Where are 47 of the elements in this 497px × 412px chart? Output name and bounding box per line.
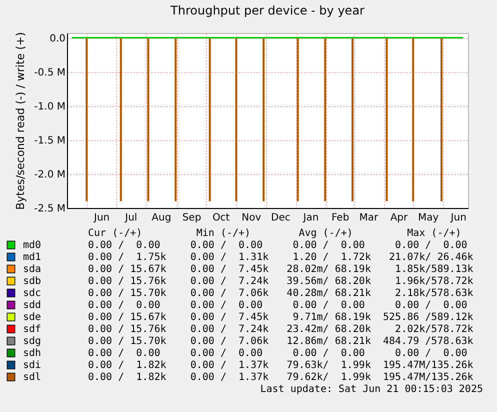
x-tick-label: Oct — [212, 212, 230, 224]
legend-label: sdh — [23, 348, 42, 359]
x-tick-label: Jan — [302, 212, 319, 224]
y-tick-label: -0.5 M — [34, 67, 66, 78]
x-tick-label: Jul — [124, 212, 138, 224]
legend-label: sde — [23, 312, 42, 323]
legend-label: md1 — [23, 252, 42, 263]
text: 0.00 / 1.75k 0.00 / 1.31k 1.20 / 1.72k 21.07k/ 26.46k — [88, 252, 474, 263]
y-tick-label: -1.0 M — [34, 101, 66, 112]
text: Last update: Sat Jun 21 00:15:03 2025 — [260, 384, 483, 395]
y-tick-label: 0.0 — [50, 33, 66, 44]
x-tick-label: Jun — [450, 212, 466, 224]
y-tick-label: -2.0 M — [34, 169, 66, 180]
legend-label: sdf — [23, 324, 42, 335]
legend-label: sdl — [23, 372, 42, 383]
legend-label: sdd — [23, 300, 42, 311]
x-tick-label: Dec — [271, 212, 290, 224]
x-tick-label: Mar — [359, 212, 379, 224]
legend-label: sdg — [23, 336, 42, 347]
x-tick-label: Sep — [182, 212, 202, 224]
y-tick-label: -1.5 M — [34, 135, 66, 146]
text: 0.00 / 15.67k 0.00 / 7.45k 28.02m/ 68.19k 1.85k/589.13k — [88, 264, 474, 275]
text: 0.00 / 0.00 0.00 / 0.00 0.00 / 0.00 0.00 / 0.00 — [88, 240, 468, 251]
text: 0.00 / 1.82k 0.00 / 1.37k 79.63k/ 1.99k 195.47M/135.26k — [88, 360, 474, 371]
y-axis-title: Bytes/second read (-) / write (+) — [14, 32, 28, 210]
y-tick-label: -2.5 M — [34, 204, 66, 214]
legend-label: sdb — [23, 276, 42, 287]
x-tick-label: Jun — [93, 212, 110, 224]
text: Cur (-/+) Min (-/+) Avg (-/+) Max (-/+) — [88, 228, 462, 239]
text: 0.00 / 1.82k 0.00 / 1.37k 79.62k/ 1.99k 195.47M/135.26k — [88, 372, 474, 383]
text: 0.00 / 15.76k 0.00 / 7.24k 39.56m/ 68.20k 1.96k/578.72k — [88, 276, 474, 287]
text: 0.00 / 15.67k 0.00 / 7.45k 9.71m/ 68.19k 525.86 /589.12k — [88, 312, 474, 323]
legend-label: sdi — [23, 360, 42, 371]
x-tick-label: Nov — [242, 212, 262, 224]
x-tick-label: May — [418, 212, 439, 224]
text: 0.00 / 15.70k 0.00 / 7.06k 12.86m/ 68.21k 484.79 /578.63k — [88, 336, 474, 347]
x-tick-label: Feb — [331, 212, 350, 224]
text: 0.00 / 0.00 0.00 / 0.00 0.00 / 0.00 0.00 / 0.00 — [88, 348, 468, 359]
text: 0.00 / 15.76k 0.00 / 7.24k 23.42m/ 68.20k 2.02k/578.72k — [88, 324, 474, 335]
chart-title: Throughput per device - by year — [170, 4, 365, 18]
x-tick-label: Aug — [152, 212, 172, 224]
x-tick-label: Apr — [390, 212, 409, 224]
text: 0.00 / 0.00 0.00 / 0.00 0.00 / 0.00 0.00 / 0.00 — [88, 300, 468, 311]
legend-label: sdc — [23, 288, 42, 299]
text: 0.00 / 15.70k 0.00 / 7.06k 40.28m/ 68.21k 2.18k/578.63k — [88, 288, 474, 299]
legend-label: md0 — [23, 240, 42, 251]
legend-label: sda — [23, 264, 42, 275]
